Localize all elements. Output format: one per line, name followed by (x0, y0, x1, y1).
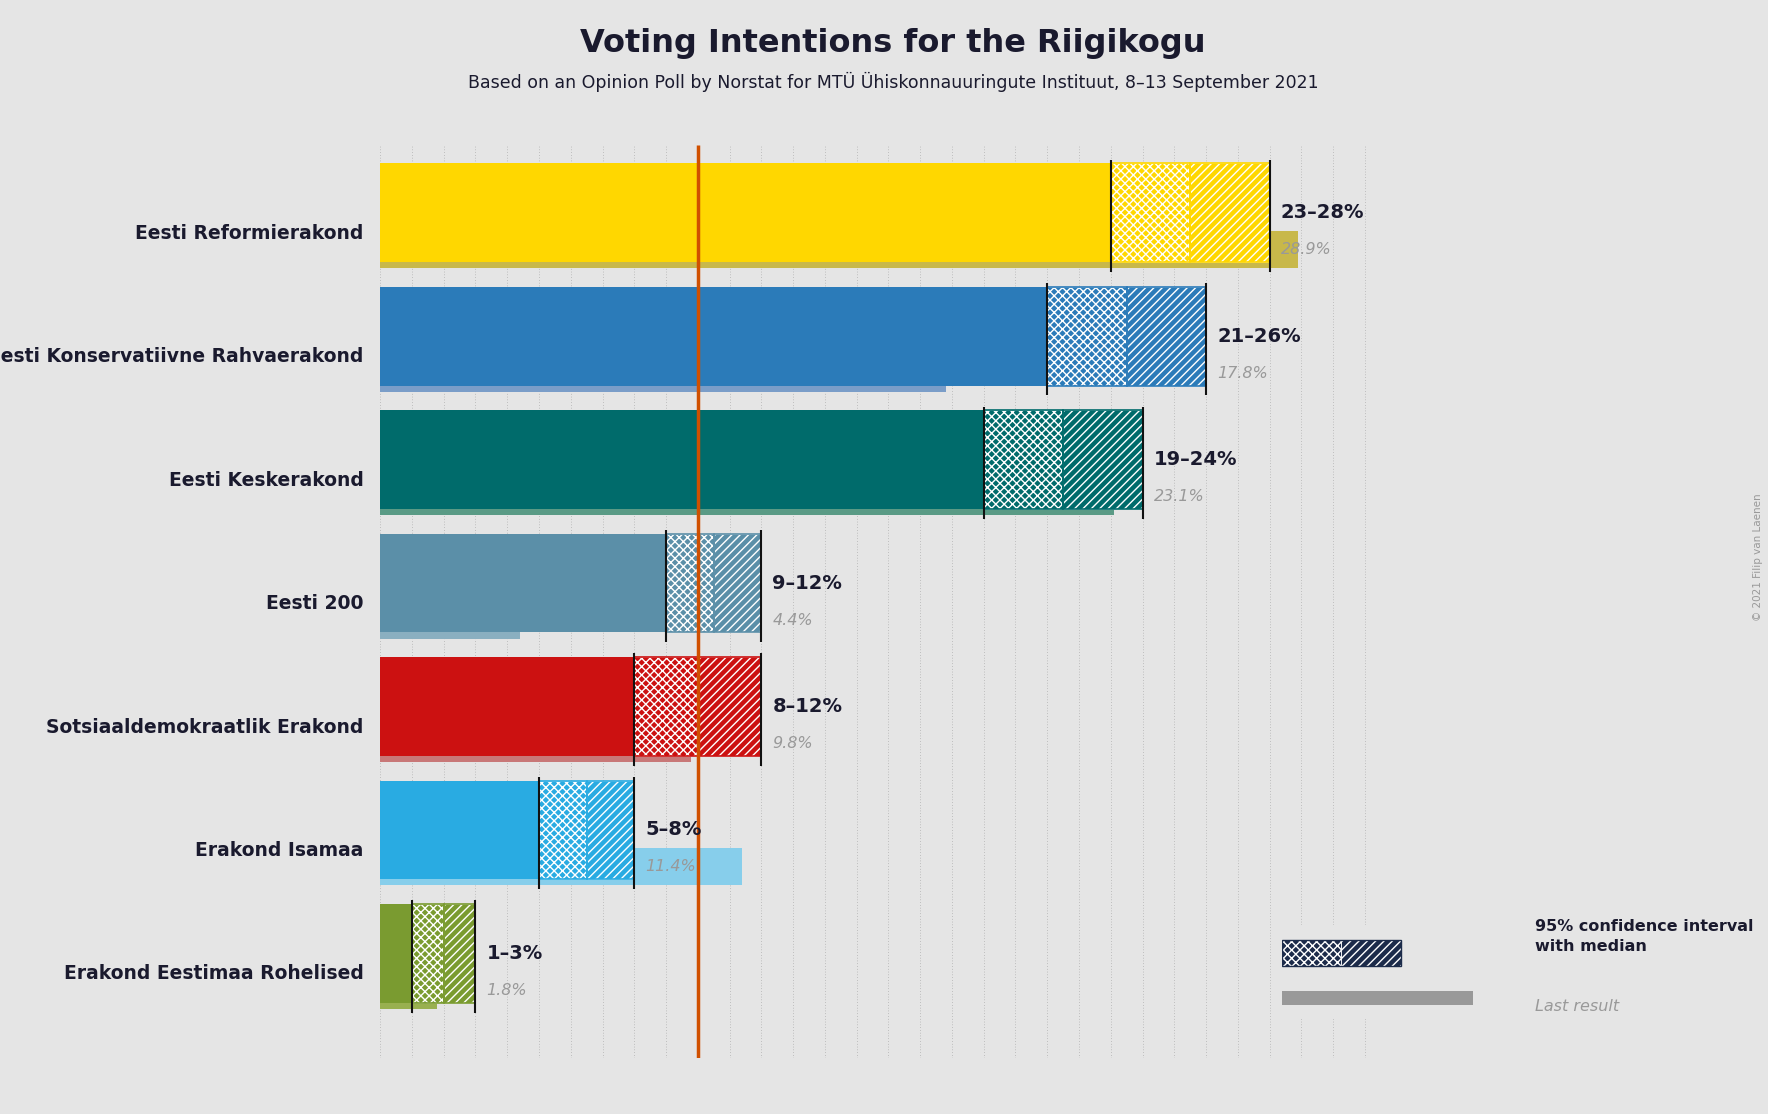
Bar (698, 657, 762, 756)
Bar (1047, 286, 1126, 385)
Bar (587, 781, 635, 879)
Bar (1063, 410, 1142, 509)
Text: 4.4%: 4.4% (773, 613, 813, 627)
Text: 9.8%: 9.8% (773, 736, 813, 751)
Bar (635, 657, 698, 756)
Bar (1110, 164, 1190, 262)
Bar (444, 903, 476, 1003)
Text: 19–24%: 19–24% (1155, 450, 1238, 469)
Bar (412, 903, 444, 1003)
Text: 1–3%: 1–3% (486, 944, 543, 962)
Bar (380, 478, 1114, 515)
Bar (380, 781, 539, 879)
Bar (1126, 286, 1206, 385)
Text: 5–8%: 5–8% (645, 820, 702, 840)
Bar (1110, 164, 1190, 262)
Bar (1190, 164, 1269, 262)
Bar (587, 781, 635, 879)
Bar (380, 971, 437, 1009)
Bar (714, 534, 762, 633)
Bar (1063, 410, 1142, 509)
Bar (1342, 940, 1402, 966)
Bar (380, 354, 946, 392)
Text: 95% confidence interval
with median: 95% confidence interval with median (1535, 919, 1754, 954)
Bar (635, 657, 698, 756)
Bar (983, 410, 1063, 509)
Bar (1282, 940, 1342, 966)
Text: 1.8%: 1.8% (486, 983, 527, 998)
Bar (1126, 286, 1206, 385)
Bar (444, 903, 476, 1003)
Bar (380, 903, 412, 1003)
Bar (539, 781, 587, 879)
Bar (1282, 940, 1402, 966)
Bar (1342, 940, 1402, 966)
Text: 21–26%: 21–26% (1216, 326, 1301, 345)
Bar (1282, 940, 1402, 966)
Bar (1190, 164, 1269, 262)
Bar (380, 725, 691, 762)
Bar (1047, 286, 1126, 385)
Text: 28.9%: 28.9% (1280, 242, 1331, 257)
Text: Last result: Last result (1535, 999, 1619, 1014)
Bar (380, 534, 667, 633)
Bar (1063, 410, 1142, 509)
Bar (714, 534, 762, 633)
Bar (698, 657, 762, 756)
Bar (380, 164, 1110, 262)
Bar (714, 534, 762, 633)
Bar (698, 657, 762, 756)
Bar (380, 657, 635, 756)
Bar (667, 534, 714, 633)
Bar (380, 410, 983, 509)
Bar (412, 903, 444, 1003)
Bar (1190, 164, 1269, 262)
Text: Voting Intentions for the Riigikogu: Voting Intentions for the Riigikogu (580, 28, 1206, 59)
Bar (539, 781, 587, 879)
Bar (380, 602, 520, 638)
Bar (635, 657, 698, 756)
Text: © 2021 Filip van Laenen: © 2021 Filip van Laenen (1752, 494, 1763, 620)
Bar (380, 232, 1298, 268)
Bar (667, 534, 714, 633)
Bar (380, 849, 743, 886)
Text: 9–12%: 9–12% (773, 574, 842, 593)
Bar (667, 534, 714, 633)
Bar (412, 903, 444, 1003)
Bar (1047, 286, 1126, 385)
Bar (983, 410, 1063, 509)
Bar (983, 410, 1063, 509)
Bar (1126, 286, 1206, 385)
Bar (539, 781, 587, 879)
Bar (587, 781, 635, 879)
Bar (1110, 164, 1190, 262)
Text: 17.8%: 17.8% (1216, 365, 1268, 381)
Bar (1282, 991, 1473, 1005)
Bar (380, 286, 1047, 385)
Text: 23–28%: 23–28% (1280, 203, 1365, 222)
Text: 23.1%: 23.1% (1155, 489, 1204, 505)
Bar (444, 903, 476, 1003)
Text: 11.4%: 11.4% (645, 860, 697, 874)
Text: 8–12%: 8–12% (773, 697, 843, 716)
Text: Based on an Opinion Poll by Norstat for MTÜ Ühiskonnauuringute Instituut, 8–13 S: Based on an Opinion Poll by Norstat for … (467, 72, 1319, 92)
